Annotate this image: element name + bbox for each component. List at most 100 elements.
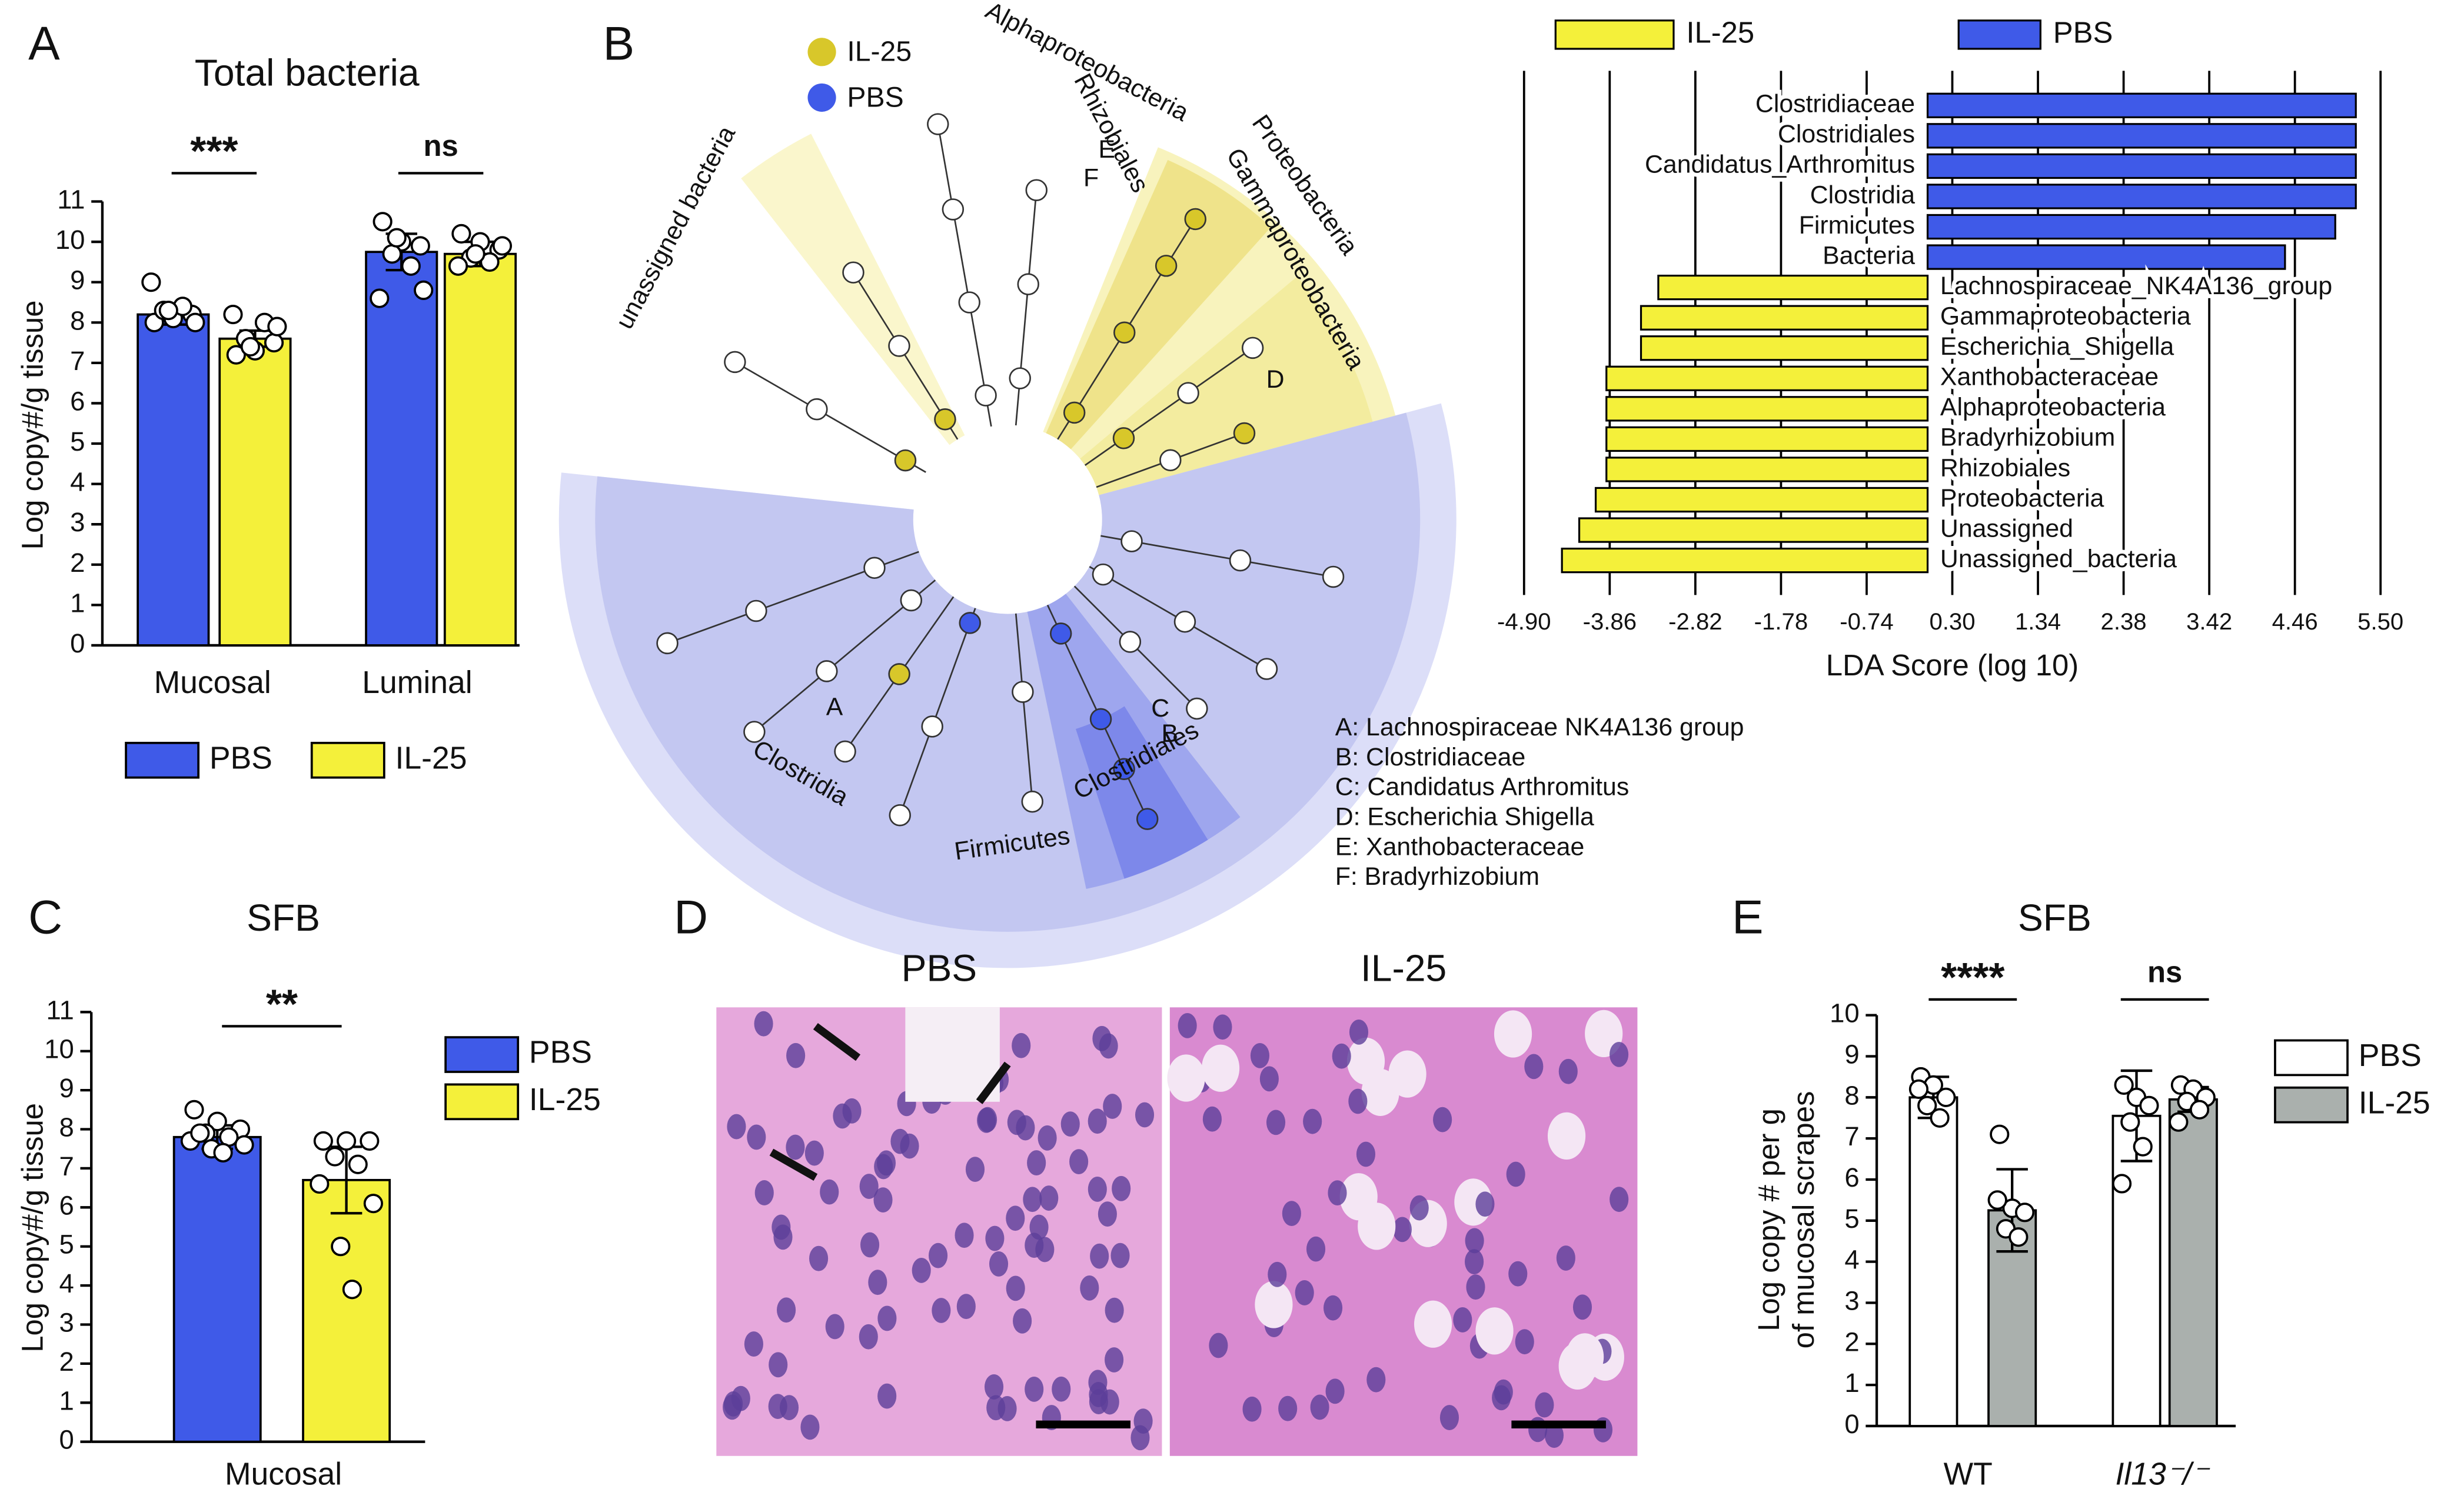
- data-point: [2189, 1100, 2210, 1120]
- tree-branch: [1084, 347, 1253, 466]
- chart-title: Total bacteria: [195, 51, 420, 94]
- micrograph: [1167, 1007, 1638, 1456]
- tree-node: [1173, 611, 1196, 633]
- y-tick-label: 9: [59, 1073, 74, 1103]
- y-tick-label: 3: [1844, 1285, 1859, 1315]
- bar: [218, 337, 292, 647]
- tree-node: [806, 398, 828, 421]
- y-tick-label: 11: [46, 995, 74, 1025]
- y-tick-label: 3: [70, 507, 85, 537]
- nucleus: [989, 1251, 1009, 1277]
- tree-node: [863, 557, 886, 579]
- y-tick-label: 3: [59, 1308, 74, 1338]
- chart-title: SFB: [2018, 897, 2091, 939]
- tree-node: [958, 291, 980, 314]
- category-label: Lachnospiraceae_NK4A136_group: [1940, 272, 2332, 300]
- data-point: [325, 1147, 345, 1167]
- data-point: [360, 1131, 380, 1151]
- key-entry: B: Clostridiaceae: [1335, 743, 1526, 771]
- tree-node: [1112, 427, 1135, 449]
- y-tick-label: 6: [70, 386, 85, 416]
- data-point: [387, 228, 407, 248]
- tree-node: [1177, 382, 1199, 404]
- bar: [1605, 396, 1929, 422]
- nucleus: [877, 1383, 897, 1409]
- arrow: [813, 1023, 861, 1061]
- nucleus: [1135, 1102, 1155, 1128]
- goblet-cell: [1558, 1342, 1597, 1390]
- y-tick-label: 7: [59, 1151, 74, 1181]
- tree-node: [743, 721, 766, 743]
- nucleus: [1007, 1110, 1026, 1135]
- nucleus: [1038, 1125, 1057, 1151]
- tree-node: [942, 198, 965, 221]
- data-point: [2111, 1174, 2132, 1194]
- tree-node: [1120, 530, 1143, 552]
- category-label: Alphaproteobacteria: [1940, 393, 2166, 421]
- nucleus: [1039, 1185, 1059, 1211]
- x-tick-label: -2.82: [1668, 608, 1722, 635]
- data-point: [1936, 1087, 1956, 1107]
- data-point: [337, 1131, 357, 1151]
- x-tick-label: -3.86: [1583, 608, 1637, 635]
- nucleus: [860, 1232, 880, 1258]
- tree-node: [1063, 401, 1086, 424]
- data-point: [185, 312, 205, 332]
- legend-swatch: [310, 741, 385, 779]
- legend-label: PBS: [847, 81, 903, 113]
- nucleus: [1558, 1058, 1578, 1084]
- chart-title: SFB: [247, 897, 320, 939]
- legend-swatch: [2274, 1086, 2349, 1124]
- y-tick-label: 10: [44, 1034, 74, 1064]
- goblet-cell: [1475, 1307, 1514, 1355]
- bar: [1640, 335, 1929, 361]
- y-tick-label: 10: [55, 225, 85, 255]
- nucleus: [956, 1294, 976, 1320]
- y-tick-label: 6: [59, 1190, 74, 1220]
- data-point: [1930, 1108, 1950, 1128]
- legend-swatch: [444, 1036, 520, 1073]
- bar: [172, 1135, 262, 1443]
- data-point: [348, 1154, 368, 1174]
- y-axis-label: of mucosal scrapes: [1787, 1091, 1820, 1349]
- y-tick-label: 1: [59, 1385, 74, 1415]
- data-point: [2139, 1095, 2159, 1115]
- tree-node: [816, 660, 838, 682]
- nucleus: [754, 1180, 774, 1205]
- bar: [1605, 426, 1929, 452]
- category-label: Unassigned_bacteria: [1940, 545, 2177, 573]
- y-axis-label: Log copy#/g tissue: [15, 1103, 49, 1353]
- bar: [1926, 92, 2357, 118]
- nucleus: [1610, 1187, 1629, 1212]
- x-tick-label: 5.50: [2357, 608, 2403, 635]
- bar: [1561, 547, 1929, 574]
- nucleus: [1325, 1378, 1345, 1404]
- x-tick-label: -0.74: [1840, 608, 1893, 635]
- bar: [1926, 153, 2357, 179]
- nucleus: [1088, 1370, 1108, 1395]
- tree-node: [656, 632, 679, 655]
- tree-node: [1049, 622, 1072, 645]
- nucleus: [804, 1140, 824, 1166]
- y-tick-label: 5: [70, 427, 85, 457]
- bar: [1926, 184, 2357, 209]
- nucleus: [1105, 1297, 1124, 1323]
- goblet-cell: [1414, 1300, 1452, 1348]
- x-tick-label: WT: [1944, 1457, 1993, 1489]
- nucleus: [1060, 1111, 1080, 1137]
- tree-node: [975, 384, 997, 407]
- y-tick-label: 9: [70, 265, 85, 295]
- nucleus: [978, 1107, 997, 1132]
- data-point: [342, 1280, 362, 1300]
- nucleus: [1027, 1150, 1046, 1175]
- nucleus: [1266, 1110, 1286, 1135]
- tree-branch: [734, 361, 926, 473]
- panel-label: A: [28, 18, 60, 71]
- y-axis-label: Log copy # per g: [1752, 1108, 1785, 1331]
- nucleus: [1023, 1187, 1042, 1212]
- y-tick-label: 7: [70, 346, 85, 376]
- significance-label: ns: [423, 129, 458, 162]
- nucleus: [1178, 1013, 1197, 1038]
- y-tick-label: 1: [70, 588, 85, 618]
- x-tick-label: 2.38: [2101, 608, 2147, 635]
